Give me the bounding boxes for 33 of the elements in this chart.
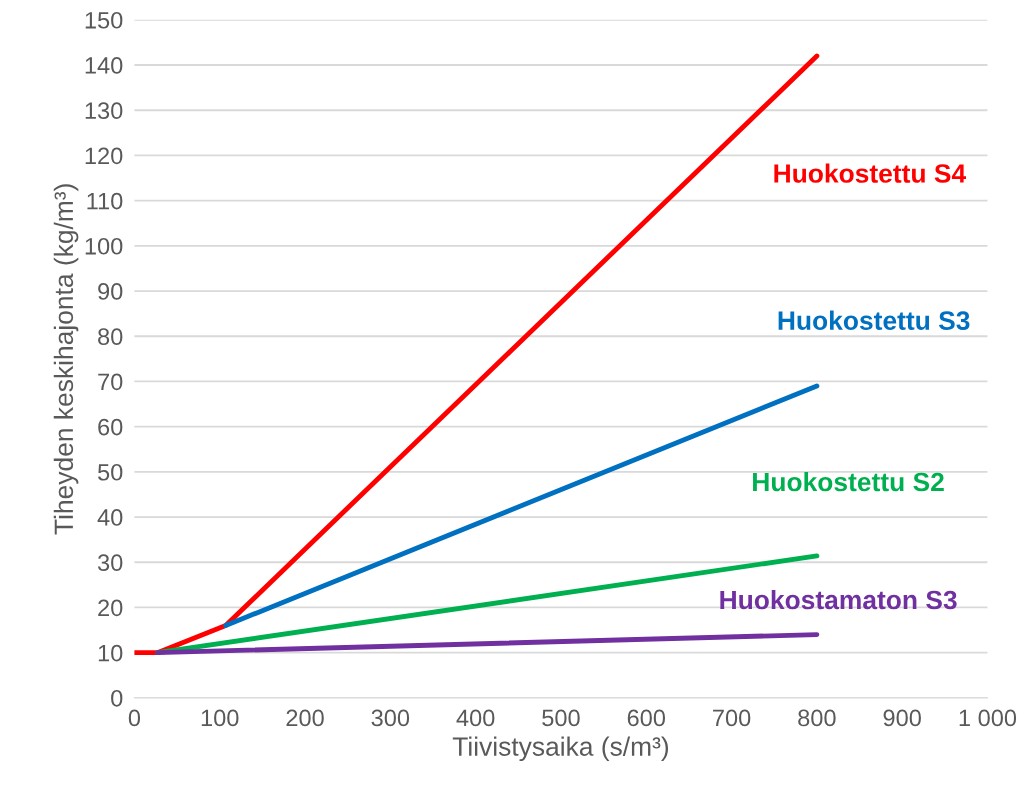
x-tick-label: 200 (286, 709, 324, 727)
y-tick-label: 120 (85, 147, 123, 165)
y-tick-label: 100 (85, 237, 123, 255)
x-tick-label: 100 (201, 709, 239, 727)
y-tick-label: 110 (87, 192, 123, 210)
series-label: Huokostamaton S3 (720, 589, 957, 610)
y-tick-label: 30 (97, 554, 123, 572)
y-tick-label: 20 (98, 599, 123, 617)
x-axis-title: Tiivistysaika (s/m³) (452, 736, 669, 762)
x-tick-label: 1 000 (959, 709, 1017, 727)
text: Huokostettu S2 (753, 471, 944, 492)
y-tick-label: 0 (111, 689, 123, 707)
y-tick-label: 40 (97, 509, 123, 526)
x-tick-label: 600 (627, 709, 666, 727)
y-tick-label: 150 (85, 11, 123, 29)
series-label: Huokostettu S4 (774, 163, 967, 183)
y-axis-title: Tiheyden keskihajonta (kg/m³) (53, 184, 79, 535)
x-tick-label: 300 (371, 709, 410, 727)
y-tick-label: 140 (85, 57, 123, 74)
x-tick-label: 500 (542, 709, 580, 727)
x-tick-label: 800 (798, 709, 836, 727)
y-tick-label: 50 (97, 463, 123, 481)
y-tick-label: 80 (98, 328, 123, 346)
y-tick-label: 70 (98, 373, 123, 391)
x-tick-label: 900 (883, 709, 921, 727)
y-tick-label: 90 (98, 283, 123, 300)
y-tick-label: 10 (98, 644, 123, 662)
text: Huokostettu S3 (778, 310, 970, 331)
x-tick-label: 400 (456, 709, 495, 727)
y-tick-label: 130 (85, 102, 123, 120)
x-tick-label: 700 (713, 709, 751, 727)
x-tick-label: 0 (128, 709, 141, 727)
y-tick-label: 60 (98, 418, 123, 436)
